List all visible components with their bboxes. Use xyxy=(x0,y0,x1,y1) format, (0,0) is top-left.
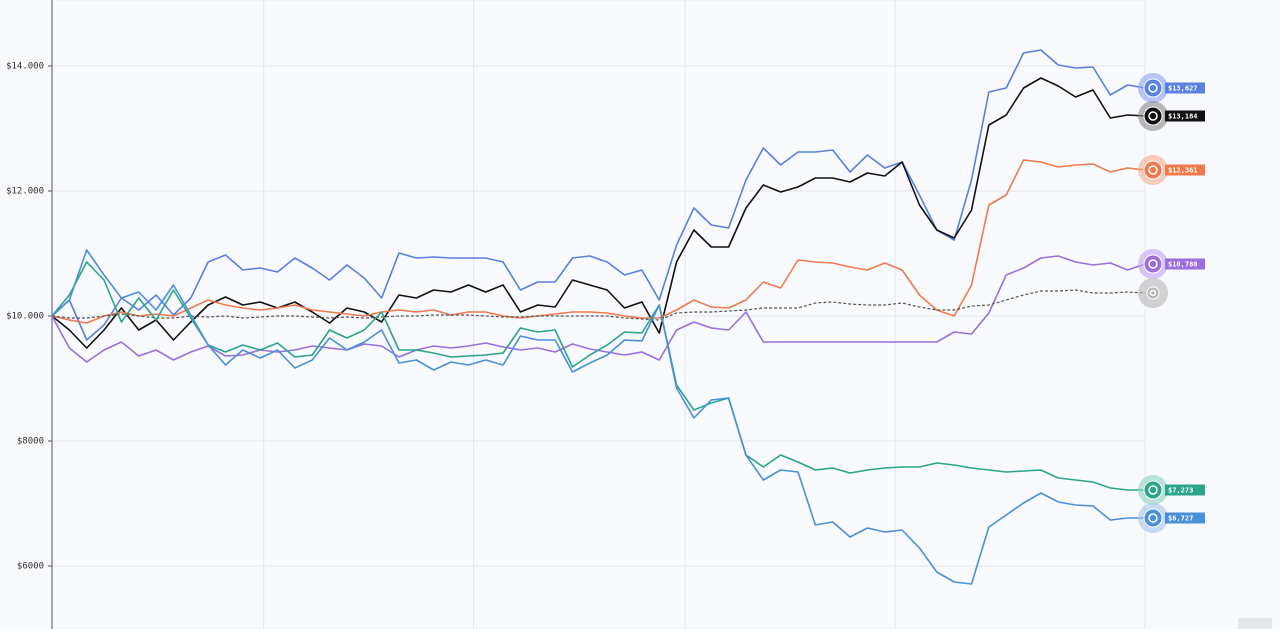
series-line xyxy=(51,261,1145,491)
badge-glyph xyxy=(1148,259,1158,269)
badge-icon xyxy=(1143,78,1163,98)
legend-badge xyxy=(1138,278,1168,308)
series-line xyxy=(51,289,1146,321)
legend-badge: $13,627 xyxy=(1138,73,1205,103)
badge-glyph xyxy=(1148,165,1158,175)
badge-glyph xyxy=(1148,513,1158,523)
y-tick-label: $14.000 xyxy=(6,62,44,72)
legend-badge: $7,273 xyxy=(1138,475,1205,505)
badge-label-bg xyxy=(1165,512,1205,524)
badge-label-bg xyxy=(1165,484,1205,496)
legend-label: $13,184 xyxy=(1168,113,1198,121)
badge-glyph xyxy=(1149,289,1157,297)
y-tick-label: $8000 xyxy=(17,437,44,447)
legend-badge: $6,727 xyxy=(1138,503,1205,533)
badge-label-bg xyxy=(1165,258,1205,270)
series-line xyxy=(51,49,1146,341)
badge-label-bg xyxy=(1165,164,1205,176)
logo xyxy=(1238,618,1272,629)
series-line xyxy=(51,249,1145,585)
legend-badge: $13,184 xyxy=(1138,101,1205,131)
legend-label: $12,361 xyxy=(1168,167,1198,175)
legend-label: $6,727 xyxy=(1168,515,1193,523)
badge-icon xyxy=(1143,106,1163,126)
badge-icon xyxy=(1143,160,1163,180)
badge-icon xyxy=(1146,286,1160,300)
plot-area xyxy=(51,0,1146,629)
badge-glyph xyxy=(1148,83,1158,93)
legend-badge: $10,780 xyxy=(1138,249,1205,279)
badge-icon xyxy=(1143,508,1163,528)
y-tick-label: $6000 xyxy=(17,562,44,572)
badge-icon xyxy=(1143,254,1163,274)
y-tick-label: $12.000 xyxy=(6,187,44,197)
badge-label-bg xyxy=(1165,82,1205,94)
legend-label: $7,273 xyxy=(1168,487,1193,495)
badge-label-bg xyxy=(1165,110,1205,122)
badge-glyph xyxy=(1148,485,1158,495)
y-tick-label: $10.000 xyxy=(6,312,44,322)
series-line xyxy=(51,159,1146,324)
legend-badge: $12,361 xyxy=(1138,155,1205,185)
series-line xyxy=(51,77,1146,349)
badge-icon xyxy=(1143,480,1163,500)
legend-label: $10,780 xyxy=(1168,261,1198,269)
badge-glyph xyxy=(1148,111,1158,121)
legend-label: $13,627 xyxy=(1168,85,1198,93)
